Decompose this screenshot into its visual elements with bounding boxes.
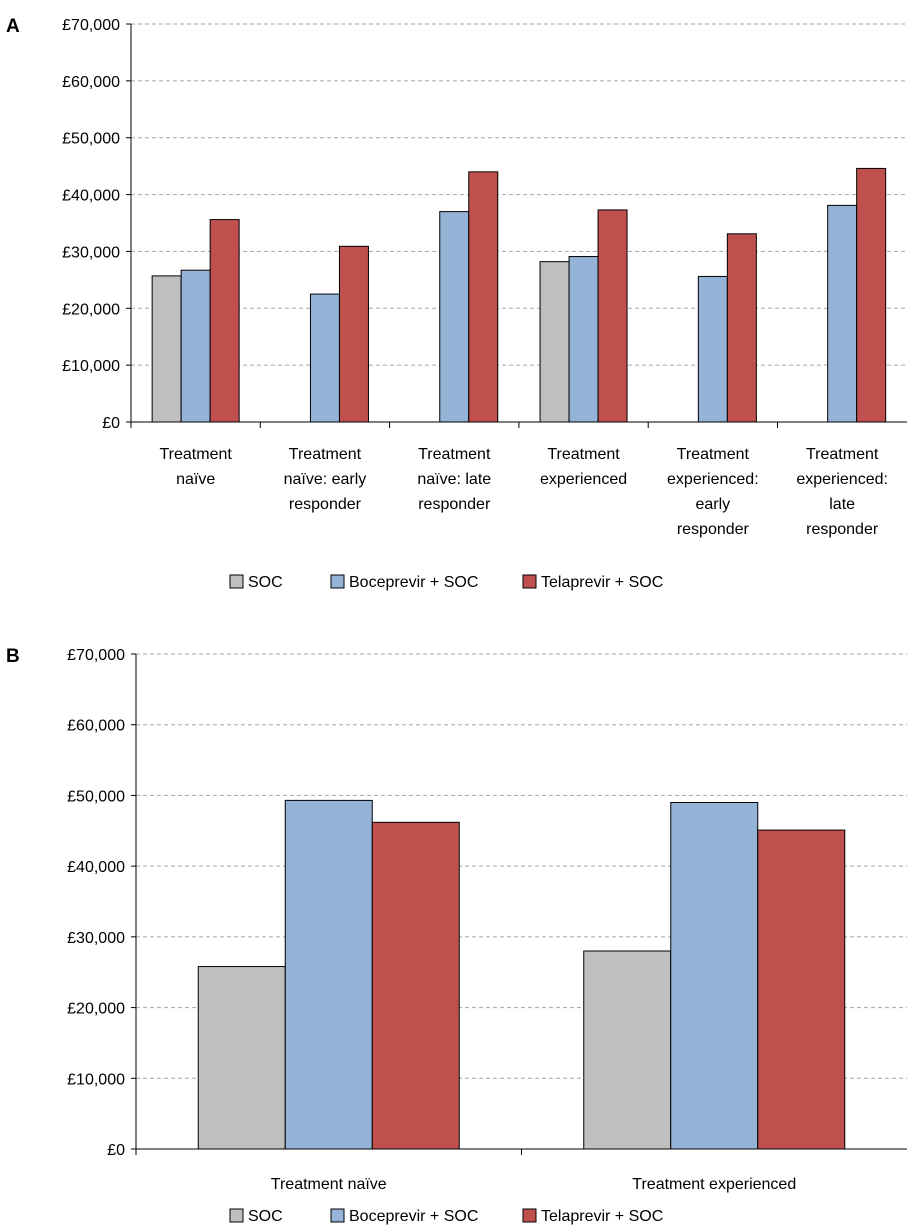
y-tick-label: £30,000 (67, 930, 125, 947)
legend-swatch (330, 574, 345, 589)
y-tick-label: £40,000 (62, 188, 120, 205)
x-tick-label-line: Treatment (418, 446, 491, 463)
legend-label: Telaprevir + SOC (541, 574, 663, 591)
legend-swatch (522, 1208, 537, 1223)
y-tick-label: £0 (102, 415, 120, 432)
x-tick-label-line: responder (418, 496, 491, 513)
y-tick-label: £70,000 (62, 17, 120, 34)
x-tick-label: Treatment naïve (159, 446, 232, 488)
x-tick-label-line: Treatment (159, 446, 232, 463)
legend: SOC Boceprevir + SOC Telaprevir + SOC (229, 574, 663, 591)
bar (670, 802, 759, 1150)
bar (284, 799, 373, 1150)
x-tick-label-line: responder (806, 521, 879, 538)
panel-letter: B (6, 646, 20, 667)
legend-swatch (229, 1208, 244, 1223)
chart-panel-b: B £0 £10,000 £20,000 £30,000 £40,000 £50,000 £6… (6, 646, 907, 1225)
bar (151, 275, 182, 423)
x-tick-label: Treatment experienced: late responder (796, 446, 888, 538)
x-tick-label-line: late (829, 496, 855, 513)
y-tick-label: £60,000 (67, 718, 125, 735)
bar (583, 950, 672, 1150)
x-tick-label-line: naïve: late (417, 471, 491, 488)
y-tick-label: £40,000 (67, 859, 125, 876)
y-tick-label: £50,000 (67, 788, 125, 805)
x-tick-label: Treatment naïve: early responder (284, 446, 367, 513)
x-tick-label: Treatment experienced (632, 1176, 796, 1193)
chart-panel-a: A £0 £10,000 £20,000 £30,000 £40,000 £50,000 £6… (6, 16, 907, 591)
bar (856, 167, 887, 423)
legend-label: Telaprevir + SOC (541, 1208, 663, 1225)
y-tick-label: £60,000 (62, 74, 120, 91)
y-tick-label: £50,000 (62, 131, 120, 148)
legend-swatch (522, 574, 537, 589)
x-tick-label-line: experienced: (796, 471, 888, 488)
x-tick-label-line: naïve: early (284, 471, 367, 488)
x-tick-label-line: experienced: (667, 471, 759, 488)
bar (468, 171, 499, 423)
bar (726, 233, 757, 423)
bar (309, 293, 340, 423)
bar (568, 256, 599, 423)
x-tick-label-line: Treatment naïve (271, 1176, 387, 1193)
y-tick-label: £10,000 (62, 358, 120, 375)
bar (338, 245, 369, 423)
bar (597, 209, 628, 423)
bar (439, 211, 470, 423)
x-tick-label: Treatment experienced: early responder (667, 446, 759, 538)
bar (697, 275, 728, 423)
x-tick-label-line: responder (677, 521, 750, 538)
y-tick-label: £70,000 (67, 647, 125, 664)
x-tick-label-line: naïve (176, 471, 215, 488)
x-tick-label-line: responder (289, 496, 362, 513)
x-tick-label-line: early (696, 496, 731, 513)
bar (180, 269, 211, 423)
legend-swatch (330, 1208, 345, 1223)
x-tick-label-line: Treatment (547, 446, 620, 463)
y-tick-label: £30,000 (62, 244, 120, 261)
legend-label: SOC (248, 1208, 283, 1225)
bar (827, 204, 858, 423)
x-tick-label: Treatment experienced (540, 446, 627, 488)
bar (371, 821, 460, 1150)
legend: SOC Boceprevir + SOC Telaprevir + SOC (229, 1208, 663, 1225)
legend-label: Boceprevir + SOC (349, 574, 478, 591)
panel-letter: A (6, 16, 20, 37)
y-tick-label: £10,000 (67, 1071, 125, 1088)
y-tick-label: £0 (107, 1142, 125, 1159)
bar (757, 829, 846, 1150)
legend-swatch (229, 574, 244, 589)
x-tick-label-line: Treatment experienced (632, 1176, 796, 1193)
x-tick-label-line: Treatment (806, 446, 879, 463)
x-tick-label: Treatment naïve: late responder (417, 446, 491, 513)
x-tick-label-line: Treatment (289, 446, 362, 463)
x-tick-label: Treatment naïve (271, 1176, 387, 1193)
legend-label: Boceprevir + SOC (349, 1208, 478, 1225)
bar (539, 261, 570, 423)
x-tick-label-line: experienced (540, 471, 627, 488)
bar (209, 219, 240, 423)
legend-label: SOC (248, 574, 283, 591)
y-tick-label: £20,000 (62, 301, 120, 318)
bar (197, 966, 286, 1150)
x-tick-label-line: Treatment (677, 446, 750, 463)
y-tick-label: £20,000 (67, 1001, 125, 1018)
